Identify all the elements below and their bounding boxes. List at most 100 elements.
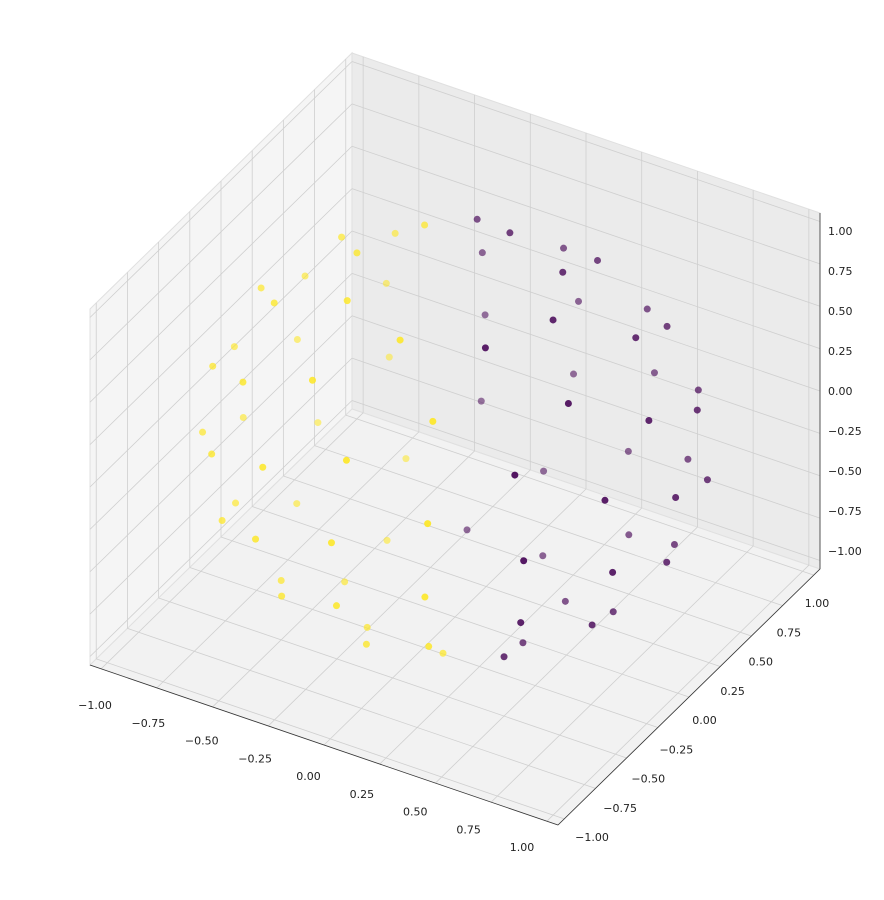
data-point	[481, 311, 489, 319]
grid-line	[351, 273, 821, 434]
grid-line	[351, 145, 821, 307]
data-point	[293, 500, 301, 508]
data-point	[663, 322, 671, 330]
z-tick-label: −0.50	[828, 465, 862, 478]
data-point	[230, 343, 238, 351]
data-point	[473, 215, 481, 223]
grid-line	[351, 61, 821, 222]
data-point	[694, 386, 702, 394]
grid-line	[89, 357, 353, 615]
data-point	[517, 619, 525, 627]
data-point	[625, 531, 633, 539]
data-point	[643, 305, 651, 313]
data-point	[209, 362, 217, 370]
data-point	[402, 455, 410, 463]
data-point	[232, 499, 240, 507]
data-point	[500, 653, 508, 661]
data-point	[421, 593, 429, 601]
grid-line	[127, 628, 596, 789]
y-tick-label: −0.50	[631, 773, 665, 786]
grid-line	[89, 103, 353, 361]
axis-line	[89, 664, 559, 826]
data-point	[477, 397, 485, 405]
data-point	[239, 378, 247, 386]
data-point	[429, 417, 437, 425]
data-point	[564, 400, 572, 408]
data-point	[670, 540, 678, 548]
grid-line	[351, 188, 821, 349]
x-tick-label: 0.25	[350, 788, 375, 801]
data-point	[308, 376, 316, 384]
data-point	[342, 456, 350, 464]
z-tick-label: 0.75	[828, 265, 853, 278]
grid-line	[158, 597, 627, 759]
data-point	[609, 608, 617, 616]
data-point	[684, 455, 692, 463]
grid-line	[351, 357, 821, 519]
data-point	[270, 299, 278, 307]
z-tick-label: 0.50	[828, 305, 853, 318]
y-tick-label: −1.00	[575, 831, 609, 844]
data-point	[663, 558, 671, 566]
data-point	[208, 450, 216, 458]
data-point	[327, 539, 335, 547]
data-point	[363, 623, 371, 631]
grid-line	[351, 400, 821, 561]
data-point	[396, 336, 404, 344]
x-tick-label: −0.25	[238, 752, 272, 765]
z-tick-label: 1.00	[828, 225, 853, 238]
grid-line	[345, 414, 814, 576]
data-point	[549, 316, 557, 324]
grid-line	[89, 315, 353, 573]
data-point	[332, 602, 340, 610]
data-point	[693, 406, 701, 414]
x-tick-label: 1.00	[510, 841, 535, 854]
data-point	[539, 552, 547, 560]
grid-line	[351, 315, 821, 477]
data-point	[439, 649, 447, 657]
data-point	[561, 597, 569, 605]
data-point	[570, 370, 578, 378]
data-point	[560, 244, 568, 252]
data-point	[385, 353, 393, 361]
data-point	[341, 578, 349, 586]
z-tick-label: 0.00	[828, 385, 853, 398]
grid-line	[96, 658, 565, 820]
data-point	[588, 621, 596, 629]
data-point	[559, 268, 567, 276]
data-point	[594, 256, 602, 264]
z-tick-label: −0.25	[828, 425, 862, 438]
data-point	[259, 463, 267, 471]
data-point	[703, 476, 711, 484]
data-point	[540, 467, 548, 475]
axis-line	[557, 568, 821, 826]
data-point	[672, 493, 680, 501]
grid-line	[89, 400, 353, 657]
data-point	[278, 592, 286, 600]
grid-line	[283, 475, 752, 637]
data-point	[463, 526, 471, 534]
data-point	[252, 535, 260, 543]
data-point	[353, 249, 361, 257]
data-point	[425, 642, 433, 650]
data-point	[362, 640, 370, 648]
grid-line	[89, 61, 353, 318]
data-point	[481, 344, 489, 352]
x-tick-label: 0.75	[456, 823, 481, 836]
data-point	[520, 557, 528, 565]
data-point	[293, 336, 301, 344]
y-tick-label: 0.25	[720, 685, 745, 698]
data-point	[277, 577, 285, 585]
data-point	[601, 496, 609, 504]
y-tick-label: 0.50	[749, 656, 774, 669]
z-tick-label: −1.00	[828, 545, 862, 558]
data-point	[338, 233, 346, 241]
data-point	[632, 334, 640, 342]
data-point	[382, 279, 390, 287]
data-point	[424, 520, 432, 528]
data-point	[478, 249, 486, 257]
y-tick-label: −0.75	[603, 802, 637, 815]
y-tick-label: 1.00	[805, 597, 830, 610]
data-point	[218, 516, 226, 524]
grid-line	[89, 230, 353, 488]
